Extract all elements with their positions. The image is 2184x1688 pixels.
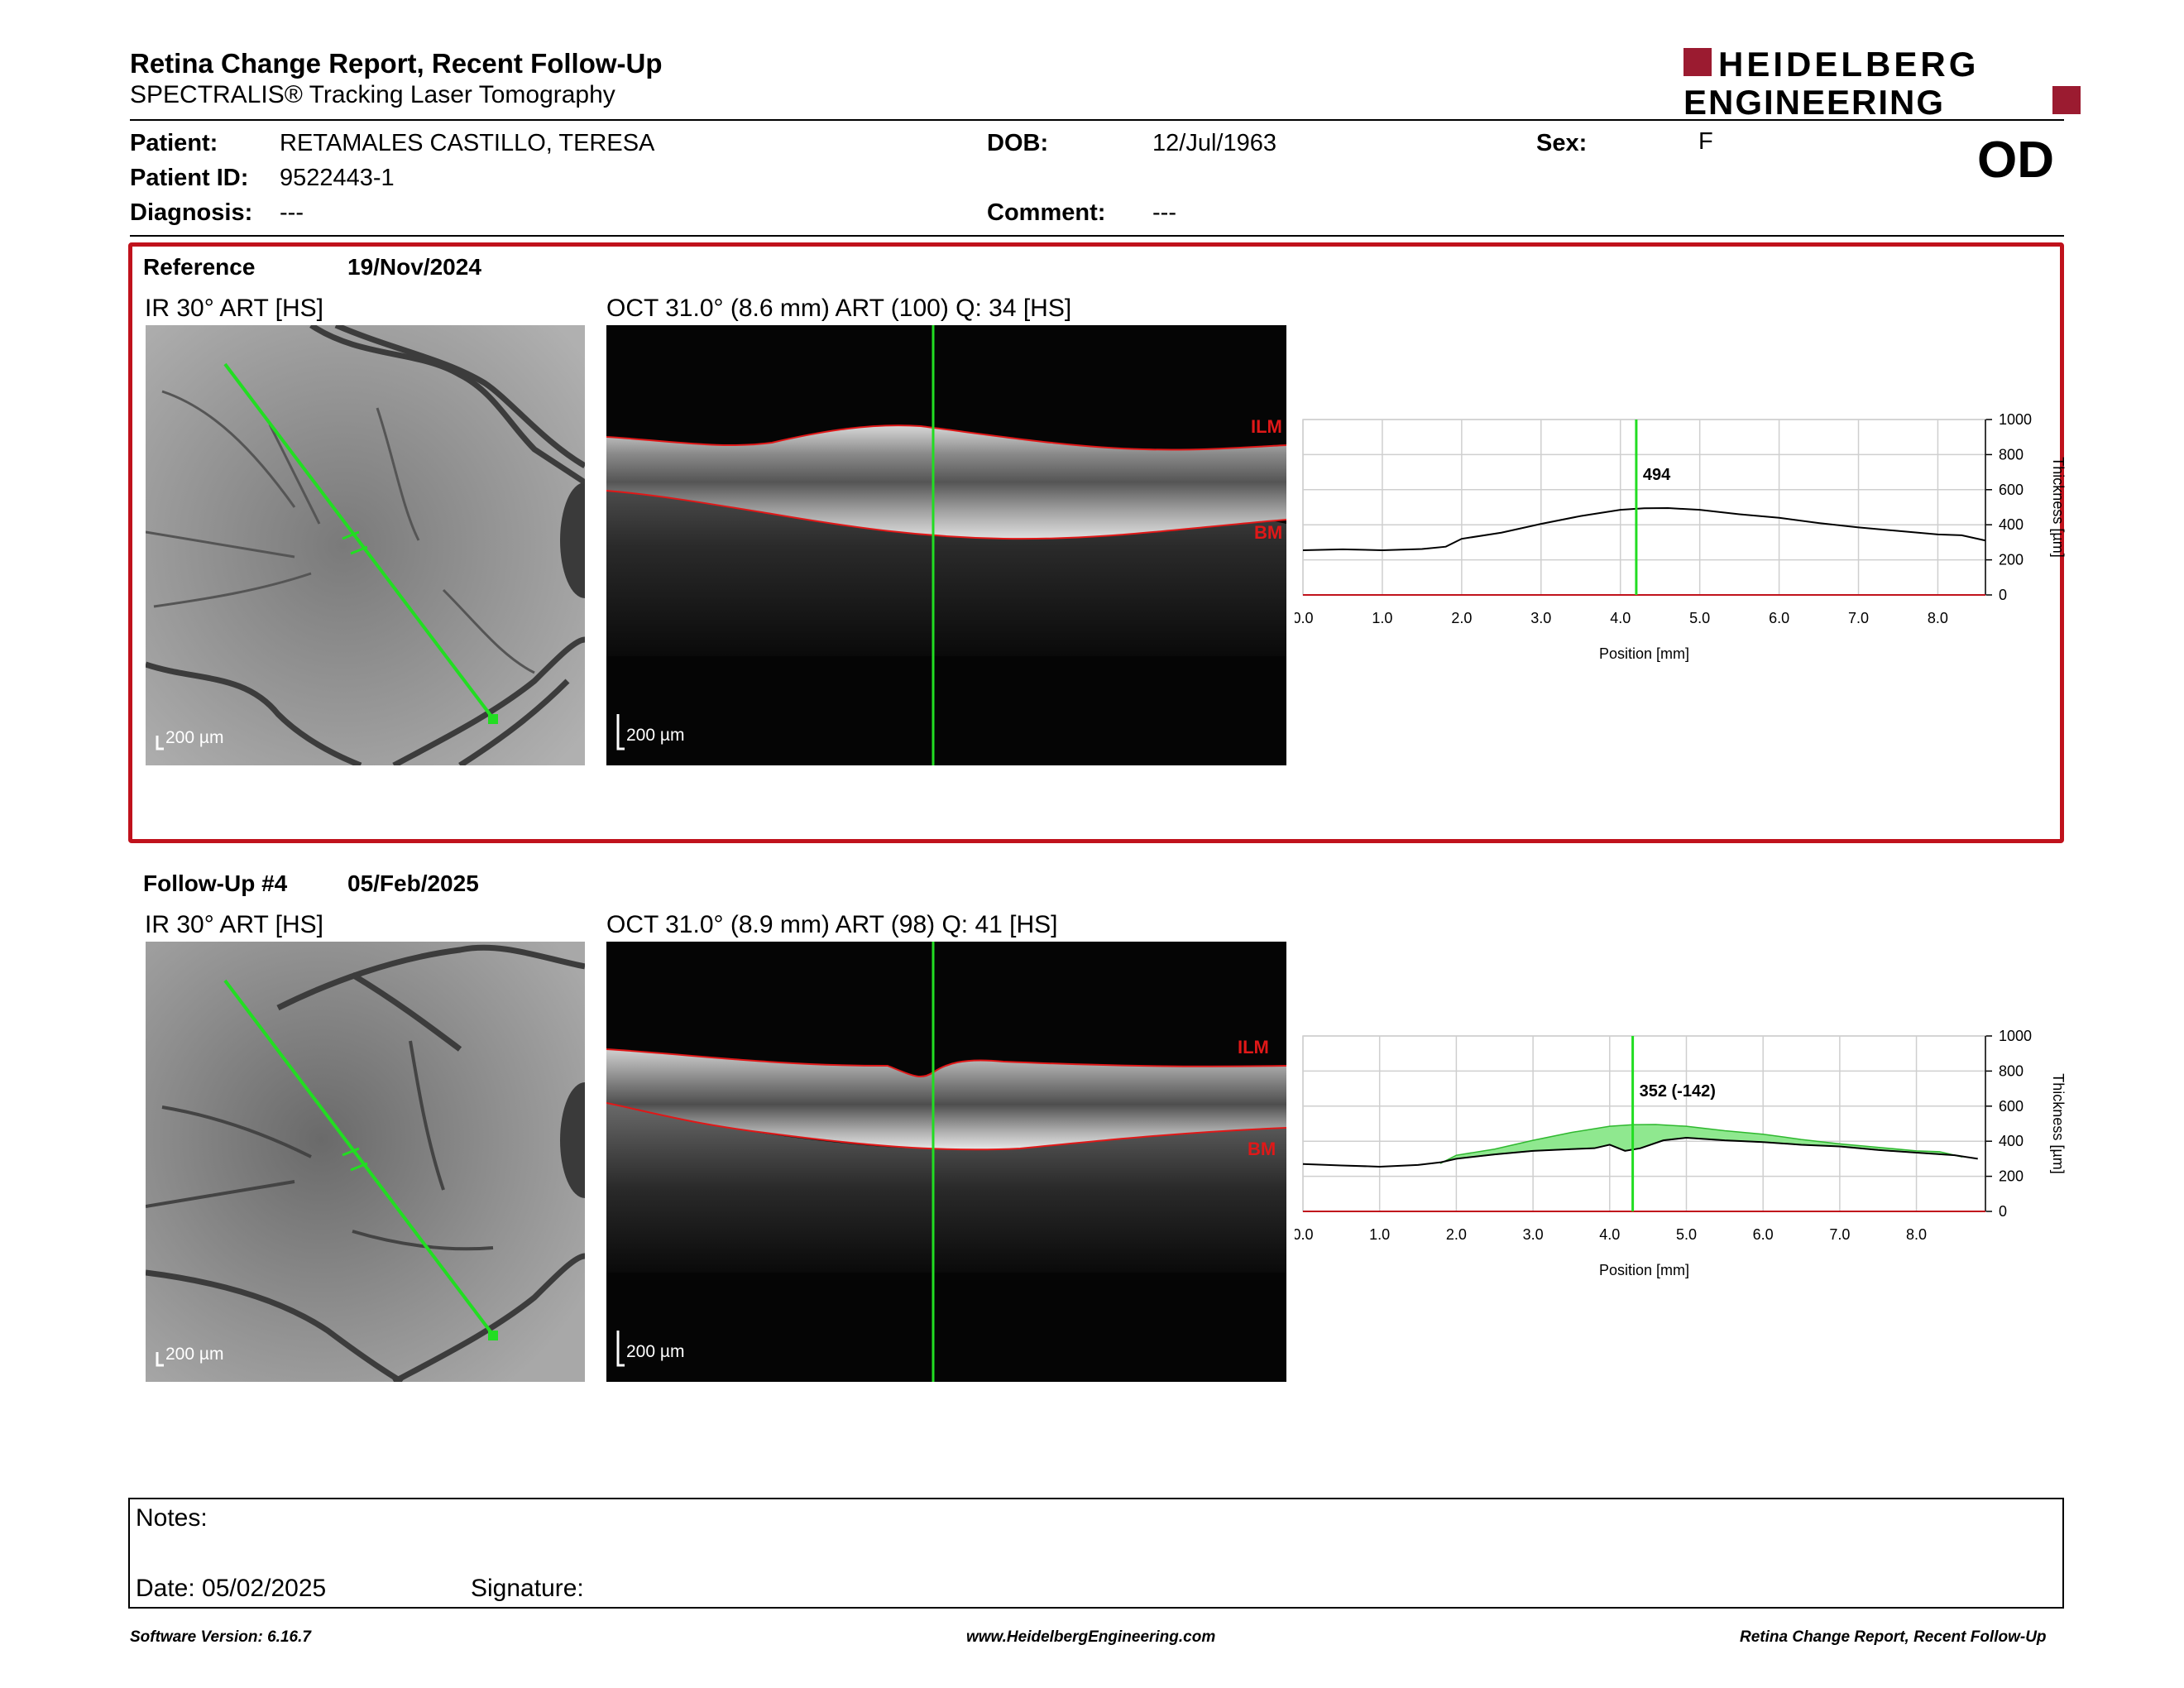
- diagnosis-label: Diagnosis:: [130, 199, 253, 226]
- y-tick-label: 200: [1999, 1168, 2024, 1185]
- followup-oct-scale: 200 µm: [626, 1342, 685, 1361]
- notes-label: Notes:: [136, 1504, 208, 1532]
- footer-report-name: Retina Change Report, Recent Follow-Up: [1740, 1628, 2047, 1646]
- x-tick-label: 2.0: [1451, 610, 1472, 626]
- x-tick-label: 2.0: [1446, 1226, 1467, 1243]
- x-tick-label: 3.0: [1523, 1226, 1544, 1243]
- x-tick-label: 7.0: [1848, 610, 1869, 626]
- footer-website[interactable]: www.HeidelbergEngineering.com: [966, 1628, 1216, 1646]
- y-tick-label: 400: [1999, 516, 2024, 533]
- thickness-line: [1302, 507, 1986, 551]
- x-tick-label: 1.0: [1372, 610, 1392, 626]
- followup-ir-image: 200 µm: [146, 942, 585, 1382]
- y-tick-label: 600: [1999, 482, 2024, 498]
- reference-ir-caption: IR 30° ART [HS]: [145, 295, 323, 322]
- x-tick-label: 4.0: [1610, 610, 1631, 626]
- x-tick-label: 6.0: [1753, 1226, 1774, 1243]
- cursor-value-label: 352 (-142): [1640, 1082, 1716, 1101]
- reference-oct-image: ILM BM 200 µm: [606, 325, 1286, 765]
- y-tick-label: 1000: [1999, 1028, 2032, 1044]
- header-divider: [130, 119, 2064, 121]
- followup-thickness-chart: 0.0 1.0 2.0 3.0 4.0 5.0 6.0 7.0 8.0 0 200 400 600 800…: [1295, 1028, 2067, 1278]
- followup-oct-svg: [606, 942, 1286, 1382]
- comment-label: Comment:: [987, 199, 1106, 226]
- x-tick-label: 4.0: [1599, 1226, 1620, 1243]
- reference-fundus-svg: [146, 325, 585, 765]
- followup-ilm-label: ILM: [1238, 1037, 1269, 1057]
- followup-bm-label: BM: [1248, 1139, 1276, 1159]
- cursor-value-label: 494: [1643, 466, 1671, 484]
- notes-box: [128, 1498, 2064, 1609]
- followup-label: Follow-Up #4: [143, 870, 288, 896]
- logo-line2: ENGINEERING: [1684, 83, 1945, 117]
- followup-ir-scale: 200 µm: [165, 1345, 224, 1364]
- x-tick-label: 7.0: [1829, 1226, 1850, 1243]
- sex-label: Sex:: [1536, 130, 1588, 156]
- plot-frame: [1302, 419, 1986, 596]
- logo-square-top: [1684, 48, 1712, 76]
- x-axis-label: Position [mm]: [1599, 645, 1689, 662]
- y-tick-label: 600: [1999, 1098, 2024, 1115]
- reference-ir-scale: 200 µm: [165, 728, 224, 747]
- reference-box: [128, 242, 2064, 843]
- diagnosis-value: ---: [280, 199, 304, 226]
- x-tick-label: 0.0: [1295, 610, 1314, 626]
- thickness-change-area: [1440, 1124, 1963, 1164]
- reference-oct-svg: [606, 325, 1286, 765]
- dob-label: DOB:: [987, 130, 1049, 156]
- patient-value: RETAMALES CASTILLO, TERESA: [280, 130, 655, 156]
- x-tick-label: 8.0: [1906, 1226, 1927, 1243]
- signature-label: Signature:: [471, 1575, 584, 1602]
- reference-oct-scale: 200 µm: [626, 726, 685, 745]
- reference-bm-label: BM: [1254, 522, 1283, 543]
- reference-oct-caption: OCT 31.0° (8.6 mm) ART (100) Q: 34 [HS]: [606, 295, 1072, 322]
- y-tick-label: 0: [1999, 587, 2007, 603]
- y-tick-label: 800: [1999, 446, 2024, 463]
- heidelberg-logo: HEIDELBERG ENGINEERING: [1684, 46, 2081, 117]
- x-tick-label: 1.0: [1369, 1226, 1390, 1243]
- report-title: Retina Change Report, Recent Follow-Up: [130, 48, 663, 79]
- eye-indicator: OD: [1977, 132, 2054, 189]
- plot-frame: [1302, 1035, 1986, 1212]
- dob-value: 12/Jul/1963: [1152, 130, 1276, 156]
- footer-software-version: Software Version: 6.16.7: [130, 1628, 311, 1646]
- followup-oct-image: ILM BM 200 µm: [606, 942, 1286, 1382]
- logo-line1: HEIDELBERG: [1718, 46, 1979, 84]
- x-tick-label: 6.0: [1769, 610, 1789, 626]
- x-tick-label: 3.0: [1530, 610, 1551, 626]
- patient-id-label: Patient ID:: [130, 165, 249, 191]
- y-axis-label: Thickness [µm]: [2050, 457, 2067, 557]
- report-subtitle: SPECTRALIS® Tracking Laser Tomography: [130, 81, 615, 108]
- y-tick-label: 1000: [1999, 411, 2032, 428]
- notes-date: Date: 05/02/2025: [136, 1575, 327, 1602]
- patient-divider: [130, 235, 2064, 237]
- x-tick-label: 5.0: [1676, 1226, 1697, 1243]
- x-tick-label: 8.0: [1928, 610, 1948, 626]
- followup-thickness-line: [1302, 1136, 1978, 1168]
- patient-label: Patient:: [130, 130, 218, 156]
- y-tick-label: 400: [1999, 1133, 2024, 1149]
- y-axis-label: Thickness [µm]: [2050, 1073, 2067, 1173]
- x-tick-label: 0.0: [1295, 1226, 1314, 1243]
- logo-square-bottom: [2052, 86, 2081, 114]
- followup-fundus-svg: [146, 942, 585, 1382]
- x-axis-label: Position [mm]: [1599, 1262, 1689, 1278]
- followup-date: 05/Feb/2025: [347, 870, 479, 896]
- reference-ilm-label: ILM: [1251, 416, 1282, 437]
- followup-oct-caption: OCT 31.0° (8.9 mm) ART (98) Q: 41 [HS]: [606, 911, 1058, 938]
- reference-date: 19/Nov/2024: [347, 254, 481, 280]
- followup-ir-caption: IR 30° ART [HS]: [145, 911, 323, 938]
- reference-ir-image: 200 µm: [146, 325, 585, 765]
- reference-label: Reference: [143, 254, 256, 280]
- y-tick-label: 200: [1999, 552, 2024, 568]
- comment-value: ---: [1152, 199, 1176, 226]
- y-tick-label: 0: [1999, 1203, 2007, 1220]
- sex-value: F: [1698, 128, 1713, 155]
- y-tick-label: 800: [1999, 1062, 2024, 1079]
- x-tick-label: 5.0: [1689, 610, 1710, 626]
- patient-id-value: 9522443-1: [280, 165, 395, 191]
- reference-thickness-chart: 0.0 1.0 2.0 3.0 4.0 5.0 6.0 7.0 8.0 0 200 400 600 800…: [1295, 411, 2067, 662]
